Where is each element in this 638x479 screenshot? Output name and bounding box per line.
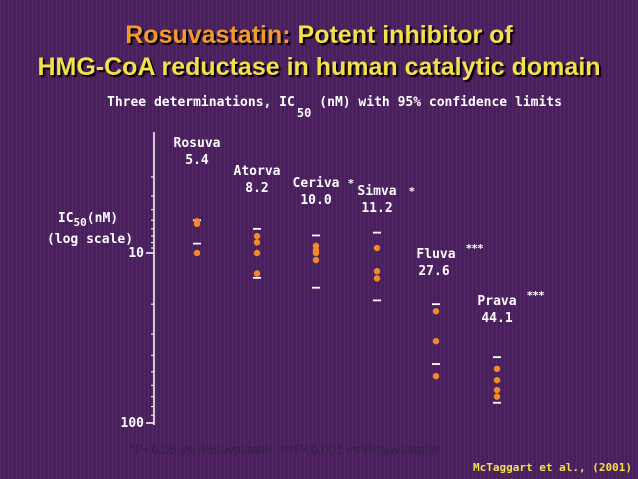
- data-point: [493, 386, 501, 394]
- y-axis: 10 100: [121, 132, 155, 431]
- series-prava: Prava *** 44.1: [477, 289, 545, 404]
- series-label: Rosuva: [174, 136, 221, 151]
- mean-ic50-label: 44.1: [481, 311, 512, 326]
- title-line-2: HMG-CoA reductase in human catalytic dom…: [37, 53, 601, 81]
- mean-ic50-label: 8.2: [245, 181, 268, 196]
- y-axis-label: IC50(nM): [58, 211, 118, 229]
- y-axis-label-main: IC: [58, 211, 74, 226]
- series-label: Atorva: [234, 164, 281, 179]
- series-label: Simva: [357, 184, 396, 199]
- significance-marker: *: [348, 177, 354, 190]
- chart-subtitle: Three determinations, IC50 (nM) with 95% …: [107, 95, 562, 120]
- title-drug-name: Rosuvastatin:: [125, 21, 291, 49]
- data-point: [312, 256, 320, 264]
- significance-marker: *: [409, 185, 415, 198]
- data-point: [432, 308, 440, 315]
- mean-ic50-label: 11.2: [361, 201, 392, 216]
- series-atorva: Atorva 8.2: [234, 164, 281, 279]
- significance-footnote: *P<0.05 vs Rosuvastatin, ***P<0.001 vs R…: [130, 442, 439, 457]
- subtitle-subscript: 50: [296, 106, 312, 120]
- significance-marker: ***: [527, 289, 545, 302]
- data-point: [253, 270, 261, 277]
- mean-ic50-label: 5.4: [185, 153, 209, 168]
- data-point: [373, 268, 381, 275]
- y-axis-label-sub: 50: [74, 216, 87, 229]
- series-ceriva: Ceriva * 10.0: [293, 176, 354, 289]
- data-point: [193, 220, 201, 228]
- significance-marker: ***: [466, 242, 484, 255]
- data-point: [493, 393, 501, 400]
- series-label: Fluva: [416, 247, 455, 262]
- citation: McTaggart et al., (2001): [473, 461, 632, 474]
- title-line-1-rest: Potent inhibitor of: [297, 21, 513, 49]
- series-label: Prava: [477, 294, 516, 309]
- mean-ic50-label: 10.0: [300, 193, 331, 208]
- series-fluva: Fluva *** 27.6: [416, 242, 484, 380]
- y-tick-label: 10: [128, 246, 144, 261]
- data-point: [493, 376, 501, 384]
- data-point: [493, 365, 501, 373]
- data-point: [373, 244, 381, 252]
- data-point: [253, 239, 261, 246]
- mean-ic50-label: 27.6: [418, 264, 449, 279]
- data-point: [373, 275, 381, 282]
- data-point: [253, 232, 261, 240]
- subtitle-before: Three determinations, IC: [107, 95, 295, 110]
- title-line-1: Rosuvastatin: Potent inhibitor of: [0, 20, 638, 50]
- data-point: [312, 249, 320, 257]
- y-axis-scale-label: (log scale): [47, 232, 133, 247]
- series-rosuva: Rosuva 5.4: [174, 136, 221, 257]
- y-axis-label-unit: (nM): [87, 211, 118, 226]
- data-point: [253, 249, 261, 257]
- series-label: Ceriva: [293, 176, 340, 191]
- series-simva: Simva * 11.2: [357, 184, 415, 302]
- data-point: [432, 337, 440, 345]
- y-tick-label: 100: [121, 416, 145, 431]
- data-point: [193, 249, 201, 257]
- data-point: [432, 372, 440, 380]
- subtitle-after: (nM) with 95% confidence limits: [319, 95, 562, 110]
